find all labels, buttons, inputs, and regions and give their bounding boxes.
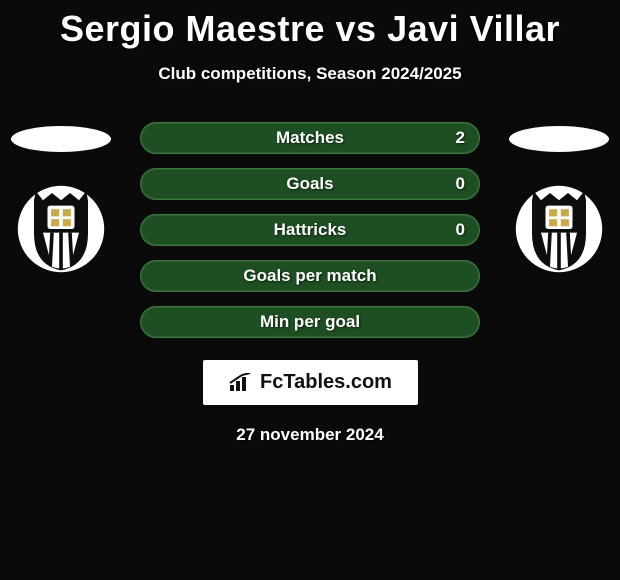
- stat-value: 0: [456, 220, 465, 240]
- stat-label: Matches: [276, 128, 344, 148]
- stat-row: Matches 2: [140, 122, 480, 154]
- date-text: 27 november 2024: [0, 425, 620, 445]
- stat-label: Hattricks: [274, 220, 347, 240]
- player-right-club-crest: [514, 184, 604, 274]
- player-left-column: [6, 122, 116, 274]
- brand-box: FcTables.com: [203, 360, 418, 405]
- stat-value: 0: [456, 174, 465, 194]
- stat-label: Min per goal: [260, 312, 360, 332]
- stat-label: Goals per match: [243, 266, 376, 286]
- page-title: Sergio Maestre vs Javi Villar: [0, 0, 620, 50]
- stat-value: 2: [456, 128, 465, 148]
- stat-label: Goals: [286, 174, 333, 194]
- player-right-column: [504, 122, 614, 274]
- stat-row: Goals 0: [140, 168, 480, 200]
- subtitle: Club competitions, Season 2024/2025: [0, 64, 620, 84]
- player-left-club-crest: [16, 184, 106, 274]
- player-right-avatar-placeholder: [509, 126, 609, 152]
- player-left-avatar-placeholder: [11, 126, 111, 152]
- stats-list: Matches 2 Goals 0 Hattricks 0 Goals per match M…: [140, 122, 480, 338]
- crest-icon: [16, 184, 106, 274]
- brand-chart-icon: [228, 373, 256, 393]
- crest-icon: [514, 184, 604, 274]
- comparison-area: Matches 2 Goals 0 Hattricks 0 Goals per match M…: [0, 122, 620, 338]
- brand-text: FcTables.com: [260, 371, 392, 394]
- stat-row: Min per goal: [140, 306, 480, 338]
- stat-row: Hattricks 0: [140, 214, 480, 246]
- stat-row: Goals per match: [140, 260, 480, 292]
